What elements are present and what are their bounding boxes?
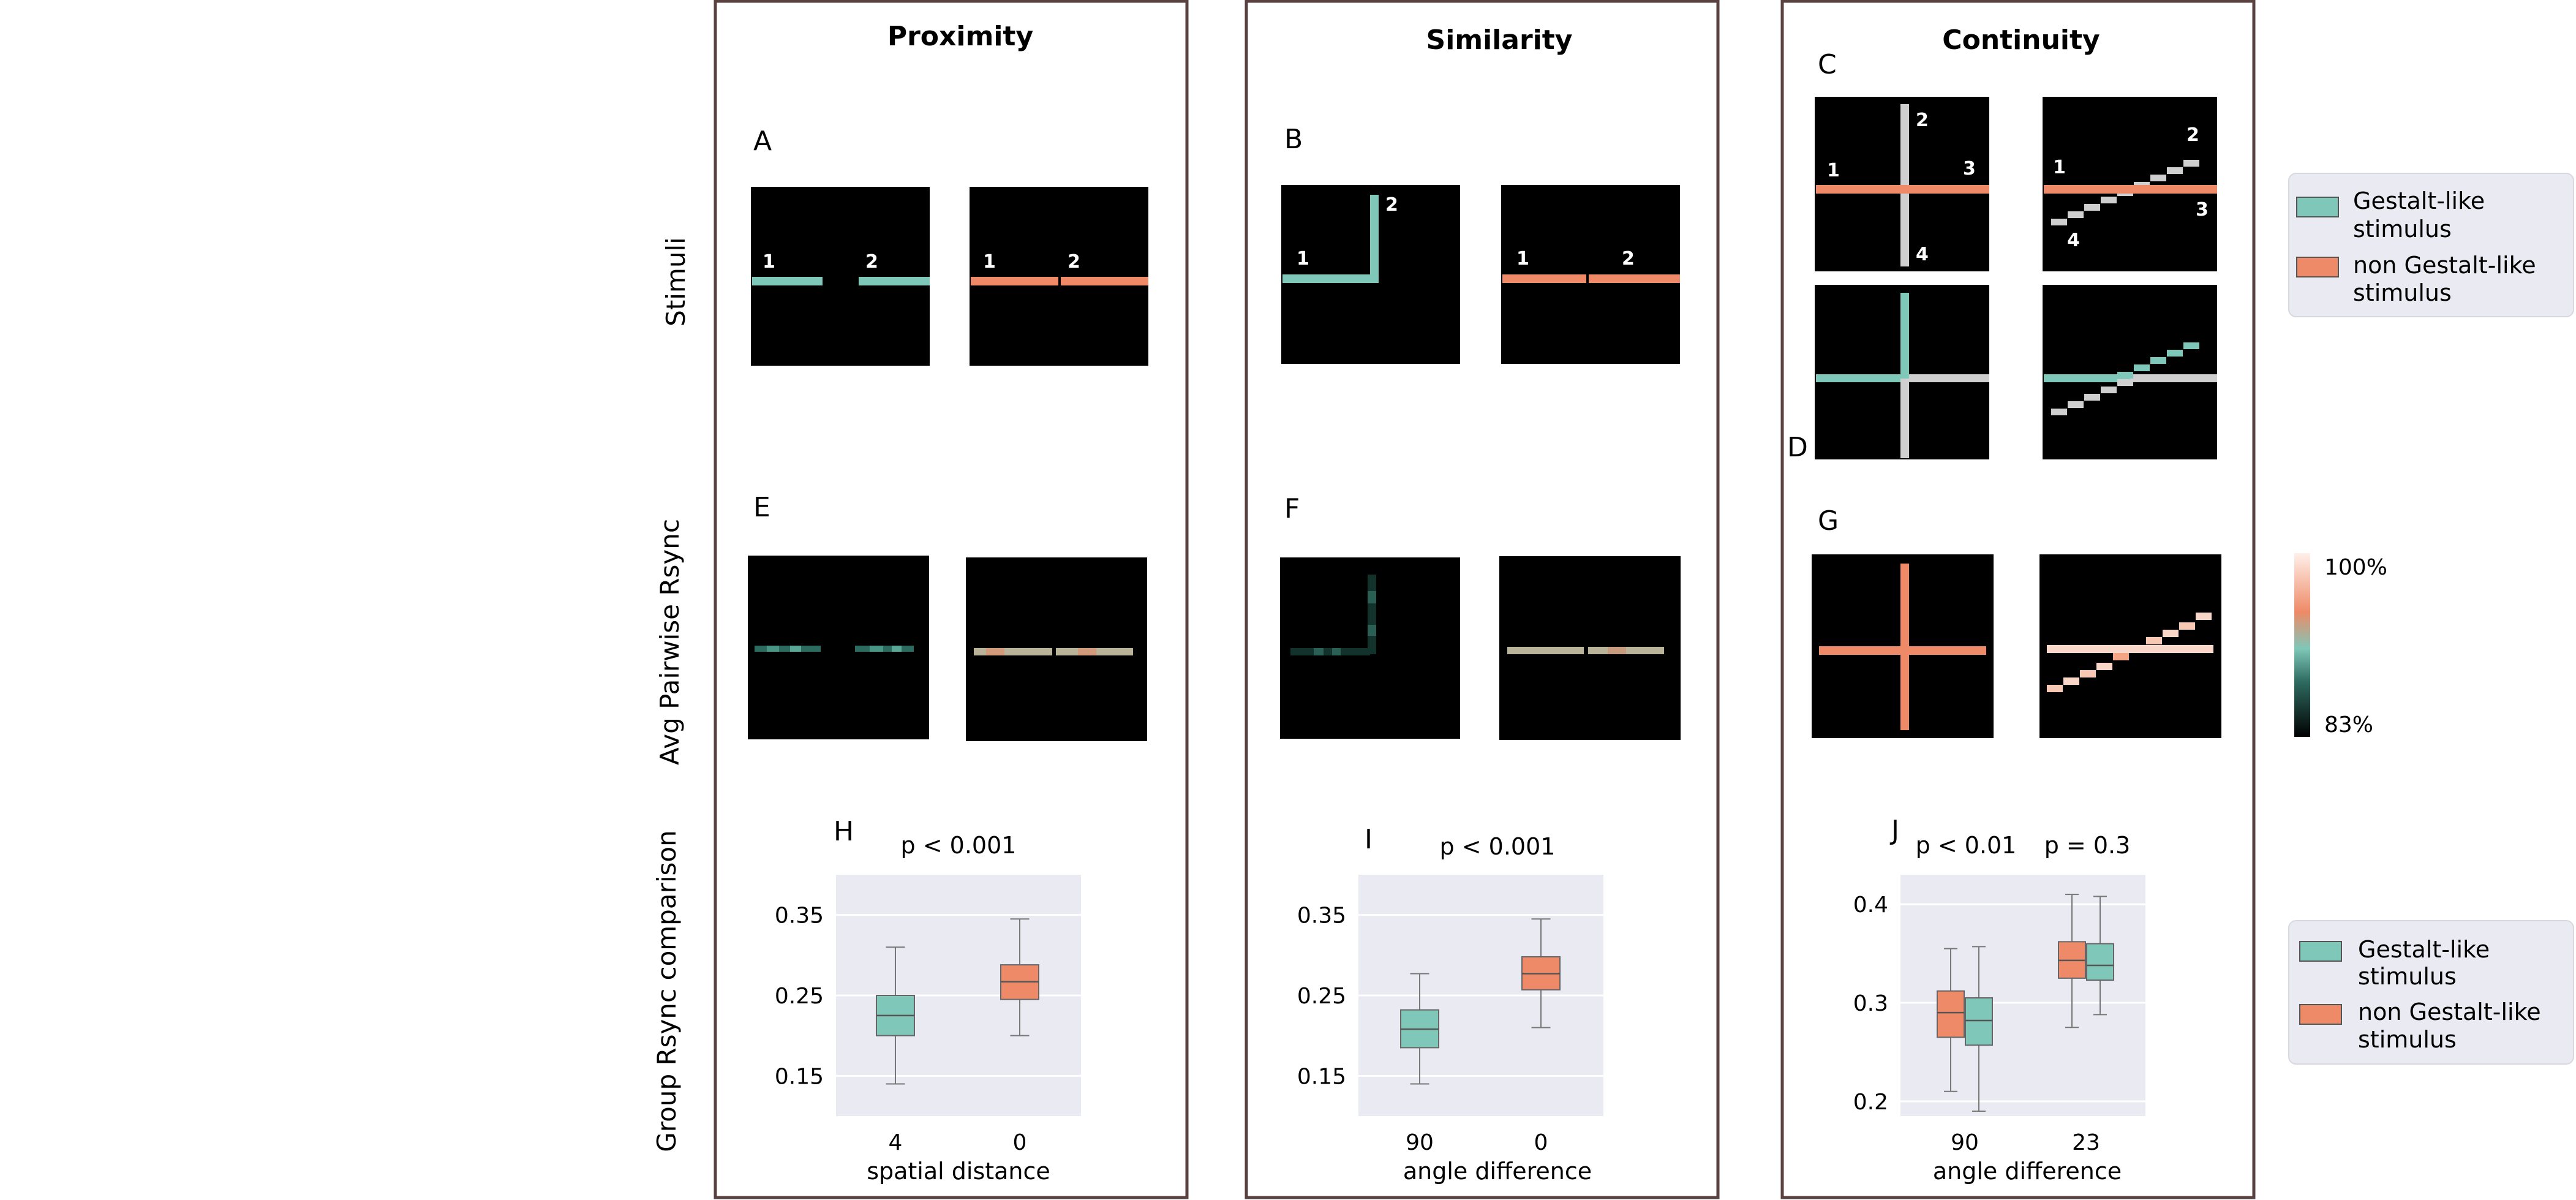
stim-number: 1 — [2053, 157, 2066, 178]
heatmap-proximity-nongestalt — [966, 557, 1147, 741]
p-value-label: p < 0.001 — [901, 832, 1017, 859]
panel-frame-proximity — [714, 0, 1189, 1199]
x-tick-label: 0 — [1013, 1130, 1027, 1155]
letter-e: E — [753, 492, 770, 523]
stim-number: 2 — [1068, 251, 1080, 273]
row-label-group: Group Rsync comparison — [652, 830, 682, 1152]
row-label-stimuli: Stimuli — [661, 237, 691, 326]
y-tick-label: 0.35 — [775, 904, 824, 929]
box-body-non_gestalt — [1937, 990, 1965, 1038]
stim-number: 1 — [983, 251, 996, 273]
legend-nongestalt-label: non Gestalt-like stimulus — [2353, 252, 2536, 306]
y-tick-label: 0.4 — [1853, 892, 1888, 918]
letter-h: H — [834, 816, 854, 847]
stimulus-continuity-cross-gestalt — [1815, 285, 1989, 459]
panel-title-similarity: Similarity — [1426, 25, 1573, 56]
x-tick-label: 4 — [889, 1130, 903, 1155]
boxplot-j: 0.4 0.3 0.2 90 23 angle difference p < 0.01 p =… — [1853, 832, 2145, 1185]
heatmap-proximity-gestalt — [748, 556, 929, 739]
legend-bottom: Gestalt-like stimulus non Gestalt-like sti… — [2288, 920, 2574, 1065]
y-tick-label: 0.25 — [1297, 984, 1346, 1009]
x-tick-label: 0 — [1534, 1130, 1548, 1155]
p-value-label: p = 0.3 — [2044, 832, 2131, 859]
panel-title-proximity: Proximity — [887, 21, 1033, 52]
stim-number: 2 — [2186, 124, 2199, 146]
y-tick-label: 0.15 — [775, 1064, 824, 1089]
box-body-gestalt — [1965, 997, 1993, 1046]
y-tick-label: 0.35 — [1297, 904, 1346, 929]
colorbar: 100% 83% — [2294, 553, 2387, 738]
stimulus-similarity-gestalt: 1 2 — [1281, 185, 1460, 364]
stim-number: 3 — [2196, 199, 2209, 221]
heatmap-continuity-diagonal — [2039, 554, 2221, 738]
p-value-label: p < 0.001 — [1440, 833, 1556, 860]
stim-number: 1 — [1827, 160, 1840, 181]
y-tick-label: 0.15 — [1297, 1064, 1346, 1089]
panel-frame-continuity — [1780, 0, 2256, 1199]
stimulus-continuity-diagonal-nongestalt: 1 2 3 4 — [2043, 97, 2217, 271]
x-axis-label: spatial distance — [867, 1158, 1050, 1185]
x-axis-label: angle difference — [1403, 1158, 1592, 1185]
stim-number: 4 — [1916, 244, 1929, 265]
legend-nongestalt-label: non Gestalt-like stimulus — [2358, 998, 2541, 1053]
y-tick-label: 0.25 — [775, 984, 824, 1009]
heatmap-similarity-nongestalt — [1499, 556, 1681, 740]
y-tick-label: 0.3 — [1853, 991, 1888, 1016]
stim-number: 4 — [2067, 230, 2080, 251]
boxplot-i: 0.35 0.25 0.15 90 0 angle difference p < 0.001 — [1297, 833, 1603, 1185]
colorbar-min-label: 83% — [2324, 712, 2373, 738]
panel-frame-similarity — [1245, 0, 1720, 1199]
stim-number: 2 — [1622, 248, 1635, 270]
legend-gestalt-label: Gestalt-like stimulus — [2353, 187, 2485, 243]
stim-number: 2 — [1916, 110, 1929, 131]
panel-title-continuity: Continuity — [1942, 25, 2100, 56]
letter-a: A — [753, 126, 772, 157]
letter-f: F — [1284, 493, 1300, 524]
x-tick-label: 90 — [1406, 1130, 1434, 1155]
stim-number: 2 — [865, 251, 878, 273]
stim-number: 1 — [763, 251, 775, 273]
stim-number: 1 — [1297, 248, 1309, 270]
stim-number: 3 — [1963, 158, 1976, 179]
x-axis-label: angle difference — [1933, 1158, 2122, 1185]
letter-j: J — [1889, 815, 1899, 846]
stim-number: 2 — [1385, 194, 1398, 216]
stimulus-proximity-nongestalt: 1 2 — [970, 187, 1148, 366]
stim-number: 1 — [1516, 248, 1529, 270]
x-tick-label: 23 — [2072, 1130, 2100, 1155]
letter-d: D — [1787, 432, 1808, 463]
stimulus-continuity-diagonal-gestalt — [2043, 285, 2217, 459]
x-tick-label: 90 — [1951, 1130, 1979, 1155]
letter-c: C — [1818, 49, 1837, 80]
stimulus-similarity-nongestalt: 1 2 — [1501, 185, 1680, 364]
y-tick-label: 0.2 — [1853, 1090, 1888, 1115]
p-value-label: p < 0.01 — [1916, 832, 2017, 859]
letter-i: I — [1365, 824, 1373, 855]
row-label-rsync: Avg Pairwise Rsync — [655, 519, 685, 765]
legend-gestalt-label: Gestalt-like stimulus — [2358, 936, 2490, 990]
legend-top: Gestalt-like stimulus non Gestalt-like sti… — [2288, 173, 2574, 317]
colorbar-max-label: 100% — [2324, 555, 2387, 580]
letter-g: G — [1818, 505, 1839, 537]
boxplot-h: 0.35 0.25 0.15 4 0 spatial distance p < 0.001 — [775, 832, 1081, 1185]
heatmap-continuity-cross — [1812, 554, 1994, 738]
stimulus-continuity-cross-nongestalt: 1 2 3 4 — [1815, 97, 1989, 271]
box-body-gestalt — [2086, 943, 2114, 981]
letter-b: B — [1284, 124, 1303, 155]
heatmap-similarity-gestalt — [1280, 557, 1460, 739]
stimulus-proximity-gestalt: 1 2 — [751, 187, 930, 366]
